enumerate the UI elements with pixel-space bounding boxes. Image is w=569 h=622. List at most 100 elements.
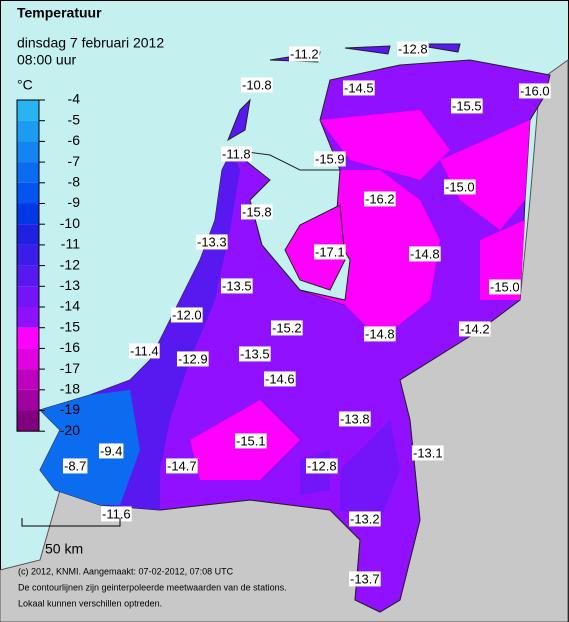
station-label-bg bbox=[459, 321, 491, 337]
legend-label: -11 bbox=[61, 236, 80, 252]
station-label-bg bbox=[264, 371, 296, 387]
station-label: -14.2 bbox=[460, 321, 490, 336]
legend-label: -6 bbox=[68, 132, 81, 148]
scale-label: 50 km bbox=[45, 541, 83, 557]
legend-label: -18 bbox=[60, 381, 80, 397]
legend-swatch bbox=[17, 100, 39, 121]
legend-swatch bbox=[17, 224, 39, 245]
footer-line: Lokaal kunnen verschillen optreden. bbox=[18, 598, 162, 608]
station-label-bg bbox=[451, 98, 483, 114]
legend-swatch bbox=[17, 203, 39, 225]
station-label-bg bbox=[221, 278, 253, 294]
time: 08:00 uur bbox=[17, 52, 76, 68]
legend-label: -7 bbox=[68, 153, 81, 169]
legend-swatch bbox=[17, 265, 39, 287]
station-label: -15.1 bbox=[236, 433, 266, 448]
legend-swatch bbox=[17, 369, 39, 390]
station-label-bg bbox=[271, 320, 303, 336]
station-label-bg bbox=[349, 511, 381, 527]
legend-label: -17 bbox=[60, 360, 80, 376]
station-label: -14.7 bbox=[167, 458, 197, 473]
station-label: -11.8 bbox=[222, 146, 251, 161]
station-label: -15.0 bbox=[490, 279, 520, 294]
station-label-bg bbox=[314, 244, 346, 260]
station-label: -14.6 bbox=[265, 371, 295, 386]
station-label: -11.6 bbox=[102, 506, 131, 521]
station-label: -13.1 bbox=[413, 445, 443, 460]
region-zeeland bbox=[40, 390, 140, 505]
legend-label: -8 bbox=[68, 174, 81, 190]
legend-swatch bbox=[17, 286, 39, 307]
station-label: -16.2 bbox=[365, 191, 395, 206]
legend-swatch bbox=[17, 182, 39, 204]
legend-unit: °C bbox=[17, 77, 33, 93]
date: dinsdag 7 februari 2012 bbox=[17, 35, 164, 51]
footer-line: (c) 2012, KNMI. Aangemaakt: 07-02-2012, … bbox=[18, 566, 234, 576]
station-label-bg bbox=[239, 346, 271, 362]
legend-label: -16 bbox=[60, 339, 80, 355]
legend-label: -20 bbox=[60, 422, 80, 438]
station-label: -13.3 bbox=[197, 234, 227, 249]
station-label: -11.4 bbox=[130, 343, 159, 358]
station-label-bg bbox=[101, 506, 132, 522]
legend-label: -10 bbox=[60, 215, 80, 231]
station-label: -15.0 bbox=[445, 179, 475, 194]
station-label: -9.4 bbox=[100, 443, 122, 458]
legend-swatch bbox=[17, 307, 39, 328]
station-label-bg bbox=[241, 77, 273, 93]
station-label: -15.2 bbox=[272, 320, 302, 335]
legend-label: -19 bbox=[60, 401, 80, 417]
station-label-bg bbox=[364, 326, 396, 342]
scale-bar bbox=[21, 518, 121, 527]
station-label: -13.2 bbox=[350, 511, 380, 526]
station-label: -13.8 bbox=[340, 411, 370, 426]
station-label-bg bbox=[235, 433, 267, 449]
station-label-bg bbox=[444, 179, 476, 195]
station-label-bg bbox=[196, 234, 228, 250]
station-label-bg bbox=[349, 571, 381, 587]
legend-label: -14 bbox=[60, 298, 80, 314]
legend-swatch bbox=[17, 141, 39, 163]
station-label-bg bbox=[99, 443, 124, 459]
station-label-bg bbox=[397, 41, 429, 57]
station-label-bg bbox=[409, 246, 441, 262]
station-label: -12.0 bbox=[172, 307, 202, 322]
station-label: -12.9 bbox=[178, 351, 208, 366]
legend-label: -12 bbox=[60, 256, 80, 272]
legend-label: -5 bbox=[68, 111, 81, 127]
legend-label: -9 bbox=[68, 194, 81, 210]
station-label: -14.8 bbox=[365, 326, 395, 341]
legend: -4 -5 -6 -7 -8 -9 -10 -11 -12 -13 -14 -15 -16 -17 -18 -… bbox=[16, 91, 81, 438]
station-label-bg bbox=[171, 307, 203, 323]
station-label-bg bbox=[314, 151, 346, 167]
station-label: -15.5 bbox=[452, 98, 482, 113]
legend-swatch bbox=[17, 410, 39, 432]
station-label: -14.8 bbox=[410, 246, 440, 261]
station-label: -11.2 bbox=[290, 46, 319, 61]
station-label: -8.7 bbox=[64, 458, 86, 473]
legend-label: -4 bbox=[68, 91, 81, 107]
legend-swatch bbox=[17, 120, 39, 142]
station-label-bg bbox=[129, 343, 160, 359]
station-label: -13.5 bbox=[222, 278, 252, 293]
station-label-bg bbox=[166, 458, 198, 474]
stations: -11.2 -12.8 -10.8 -14.5 -15.5 -16.0 -11.8 -15.9… bbox=[63, 41, 551, 587]
station-label-bg bbox=[289, 46, 320, 62]
station-label-bg bbox=[339, 411, 371, 427]
station-label: -15.9 bbox=[315, 151, 345, 166]
station-label-bg bbox=[63, 458, 88, 474]
station-label: -17.1 bbox=[315, 244, 345, 259]
station-label-bg bbox=[519, 83, 551, 99]
legend-swatch bbox=[17, 244, 39, 266]
footer-line: De contourlijnen zijn geinterpoleerde me… bbox=[18, 582, 287, 592]
region-mild bbox=[300, 420, 400, 520]
region-cold bbox=[190, 110, 530, 480]
station-label-bg bbox=[177, 351, 209, 367]
station-label: -13.5 bbox=[240, 346, 270, 361]
station-label-bg bbox=[364, 191, 396, 207]
legend-label: -13 bbox=[60, 277, 80, 293]
station-label: -12.8 bbox=[307, 458, 337, 473]
station-label-bg bbox=[343, 80, 375, 96]
station-label-bg bbox=[489, 279, 521, 295]
legend-swatch bbox=[17, 389, 39, 411]
